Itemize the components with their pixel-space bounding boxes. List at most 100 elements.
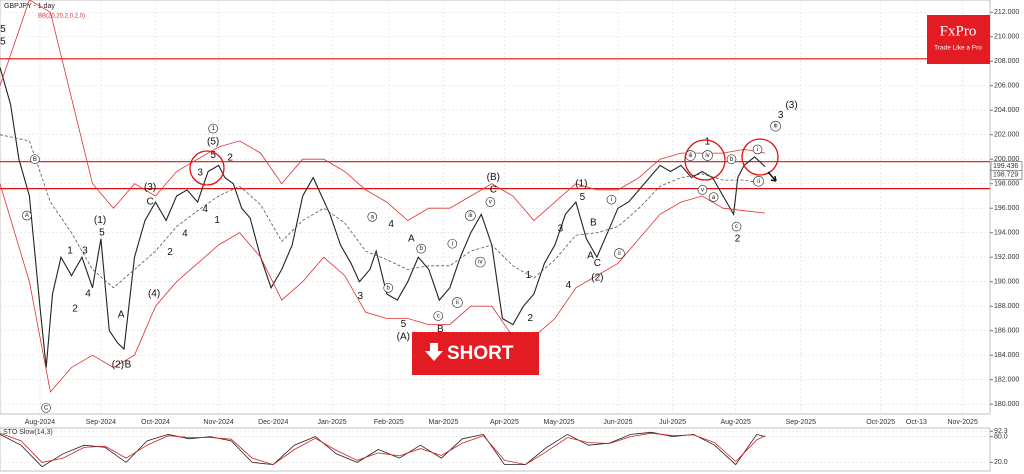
- wave-label: 1: [211, 126, 215, 132]
- wave-label: 2: [528, 313, 534, 324]
- wave-circle: [731, 221, 742, 232]
- highlight-circle: [684, 139, 726, 181]
- short-label[interactable]: SHORT: [447, 343, 514, 364]
- x-tick-label: Jul-2025: [659, 419, 686, 426]
- indicator-line: [0, 432, 766, 466]
- x-tick-label: Dec-2024: [258, 419, 288, 426]
- middle-line: [0, 134, 766, 289]
- band-line: [0, 0, 766, 222]
- wave-label: i: [452, 241, 453, 247]
- indicator-label: BB(20,20,2,0,2,0): [38, 14, 85, 20]
- wave-circle: [447, 238, 458, 249]
- wave-label: 2: [72, 303, 78, 314]
- wave-label: b: [730, 157, 734, 163]
- wave-label: 4: [85, 289, 91, 300]
- wave-circle: [702, 150, 713, 161]
- y-tick-label: 182.000: [994, 377, 1019, 384]
- highlight-circle: [741, 138, 779, 176]
- wave-circle: [485, 197, 496, 207]
- wave-label: (B): [487, 172, 500, 183]
- wave-label: C: [146, 197, 153, 208]
- price-tag-label: 199.436: [993, 163, 1018, 170]
- wave-label: B: [590, 218, 597, 229]
- plot-frame: [0, 0, 991, 415]
- wave-label: 4: [388, 219, 394, 230]
- wave-label: (3): [785, 100, 797, 111]
- wave-circle: [465, 210, 476, 221]
- x-tick-label: Mar-2025: [429, 419, 459, 426]
- wave-label: (2): [112, 360, 124, 371]
- wave-label: (5): [207, 137, 219, 148]
- x-tick-label: Sep-2025: [786, 419, 816, 426]
- wave-circle: [452, 297, 463, 308]
- wave-circle: [474, 256, 486, 268]
- wave-label: iv: [705, 153, 709, 159]
- wave-circle: [753, 175, 764, 187]
- y-tick-label: 208.000: [994, 58, 1019, 65]
- wave-label: a: [712, 195, 716, 201]
- wave-label: B: [437, 324, 444, 335]
- wave-label: iii: [468, 213, 472, 219]
- wave-label: i: [611, 197, 612, 203]
- stochastic-pane: 92.380.0 20.0 STO Slow(14,3): [0, 427, 1008, 472]
- x-tick-label: Nov-2025: [947, 419, 977, 426]
- wave-circle: [606, 194, 617, 205]
- wave-label: 1: [67, 246, 73, 257]
- wave-label: i: [757, 147, 758, 153]
- wave-circle: [752, 144, 763, 155]
- wave-label: A: [25, 213, 29, 219]
- x-tick-label: Nov-2024: [203, 419, 233, 426]
- wave-label: 4: [202, 204, 208, 215]
- x-tick-label: Oct-13: [906, 419, 927, 426]
- down-arrow-icon[interactable]: [425, 343, 443, 361]
- x-tick-label: May-2025: [544, 419, 575, 426]
- wave-label: C: [490, 184, 497, 195]
- wave-label: (1): [575, 178, 587, 189]
- x-tick-label: Jan-2025: [318, 419, 347, 426]
- wave-label: B: [33, 157, 37, 163]
- y-tick-label: 202.000: [994, 132, 1019, 139]
- y-tick-label: 200.000: [994, 156, 1019, 163]
- wave-label: C: [594, 258, 601, 269]
- logo-box: [927, 15, 990, 64]
- wave-label: 2: [167, 247, 173, 258]
- wave-circle: [433, 311, 444, 321]
- wave-label: 5: [0, 24, 6, 35]
- y-tick-label: 212.000: [994, 9, 1019, 16]
- logo-name: FxPro: [940, 23, 977, 39]
- wave-label: 4: [182, 229, 188, 240]
- short-button[interactable]: SHORT: [412, 332, 539, 375]
- x-tick-label: Feb-2025: [374, 419, 404, 426]
- x-tick-label: Apr-2025: [490, 419, 519, 426]
- wave-label: 2: [735, 233, 741, 244]
- wave-label: 5: [99, 227, 105, 238]
- wave-circle: [30, 154, 40, 165]
- wave-label: v: [489, 200, 492, 206]
- wave-label: iii: [774, 124, 778, 130]
- wave-label: 1: [705, 137, 711, 148]
- wave-circle: [22, 210, 32, 221]
- x-tick-label: Oct-2024: [141, 419, 170, 426]
- wave-circle: [41, 403, 51, 413]
- wave-label: 3: [357, 291, 363, 302]
- wave-circle: [208, 123, 218, 134]
- y-tick-label: 186.000: [994, 328, 1019, 335]
- y-tick-label: 194.000: [994, 230, 1019, 237]
- y-tick-label: 184.000: [994, 352, 1019, 359]
- wave-label: (4): [148, 289, 160, 300]
- wave-label: v: [701, 187, 704, 193]
- logo-tagline: Trade Like a Pro: [934, 45, 982, 52]
- wave-label: 1: [526, 270, 532, 281]
- y-tick-label: 196.000: [994, 205, 1019, 212]
- wave-label: 3: [82, 246, 88, 257]
- x-tick-label: Aug-2024: [25, 419, 55, 426]
- arrow: [767, 171, 777, 182]
- y-tick-label: 192.000: [994, 254, 1019, 261]
- wave-label: 3: [558, 224, 564, 235]
- y-tick-label: 20.0: [994, 459, 1008, 466]
- wave-label: c: [437, 314, 440, 320]
- y-tick-label: 210.000: [994, 34, 1019, 41]
- wave-circle: [697, 185, 708, 195]
- wave-label: A: [408, 233, 415, 244]
